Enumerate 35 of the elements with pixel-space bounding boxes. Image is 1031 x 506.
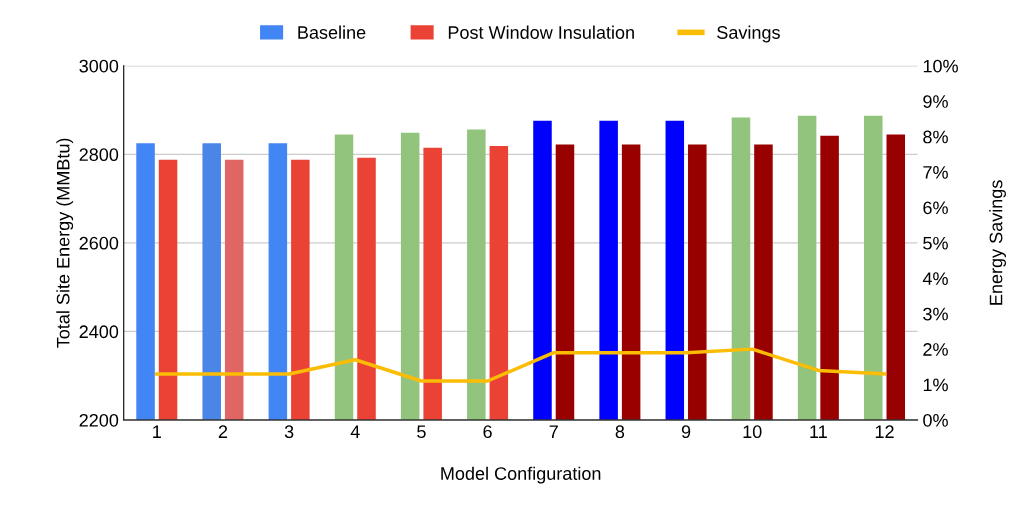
y-axis-title: Total Site Energy (MMBtu)	[56, 138, 74, 348]
y2-tick-label: 4%	[922, 272, 948, 285]
y2-axis-title: Energy Savings	[989, 180, 1006, 305]
x-tick-label: 1	[153, 425, 161, 438]
x-tick-label: 3	[284, 425, 294, 439]
x-tick-label: 7	[549, 425, 558, 438]
x-tick-label: 9	[681, 425, 691, 439]
x-tick-label: 8	[615, 425, 625, 439]
y2-tick-label: 0%	[923, 413, 948, 427]
legend-label: Post Window Insulation	[448, 25, 634, 39]
line-series	[155, 347, 887, 383]
y2-tick-label: 1%	[923, 378, 948, 392]
y-tick-label: 2800	[79, 148, 119, 162]
legend-label: Savings	[717, 25, 780, 43]
x-axis-title: Model Configuration	[441, 466, 601, 484]
y2-tick-label: 10%	[923, 59, 958, 73]
x-tick-label: 2	[218, 425, 228, 438]
y-tick-label: 2600	[79, 236, 119, 250]
y-tick-label: 2400	[79, 325, 119, 339]
x-tick-label: 6	[483, 425, 492, 439]
y2-tick-label: 9%	[923, 95, 948, 108]
y2-tick-label: 3%	[923, 307, 948, 321]
y-tick-label: 3000	[79, 59, 119, 73]
legend-label: Baseline	[298, 25, 366, 39]
y2-tick-label: 5%	[923, 236, 948, 250]
y2-tick-label: 7%	[923, 166, 948, 179]
x-tick-label: 5	[417, 425, 426, 439]
x-tick-label: 12	[875, 425, 894, 438]
x-tick-label: 10	[743, 425, 762, 439]
y2-tick-label: 2%	[923, 343, 948, 356]
y2-tick-label: 8%	[923, 130, 948, 144]
y-tick-label: 2200	[79, 413, 119, 427]
x-tick-label: 4	[350, 425, 360, 438]
x-tick-label: 11	[810, 425, 827, 438]
y2-tick-label: 6%	[923, 201, 948, 215]
